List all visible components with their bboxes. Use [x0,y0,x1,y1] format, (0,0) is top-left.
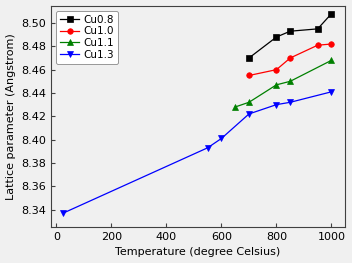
Cu1.0 [316,44,320,47]
Cu0.8 [247,57,251,60]
Cu1.0 [274,68,278,71]
Cu1.3 [247,112,251,115]
Cu0.8 [288,30,292,33]
Line: Cu1.3: Cu1.3 [61,89,334,216]
Cu1.0 [247,74,251,77]
Y-axis label: Lattice parameter (Angstrom): Lattice parameter (Angstrom) [6,33,15,200]
Cu1.3 [274,103,278,106]
X-axis label: Temperature (degree Celsius): Temperature (degree Celsius) [115,247,281,257]
Line: Cu0.8: Cu0.8 [246,11,334,61]
Cu1.0 [329,42,334,45]
Cu1.1 [233,105,237,109]
Cu0.8 [274,36,278,39]
Legend: Cu0.8, Cu1.0, Cu1.1, Cu1.3: Cu0.8, Cu1.0, Cu1.1, Cu1.3 [56,11,118,64]
Line: Cu1.0: Cu1.0 [246,41,334,78]
Cu1.1 [288,80,292,83]
Cu1.3 [61,211,65,215]
Cu1.3 [219,137,224,140]
Cu1.3 [288,101,292,104]
Cu1.3 [329,90,334,93]
Cu0.8 [329,12,334,15]
Line: Cu1.1: Cu1.1 [232,58,334,110]
Cu1.0 [288,57,292,60]
Cu1.1 [329,59,334,62]
Cu0.8 [316,27,320,31]
Cu1.1 [247,101,251,104]
Cu1.1 [274,83,278,87]
Cu1.3 [206,146,210,149]
